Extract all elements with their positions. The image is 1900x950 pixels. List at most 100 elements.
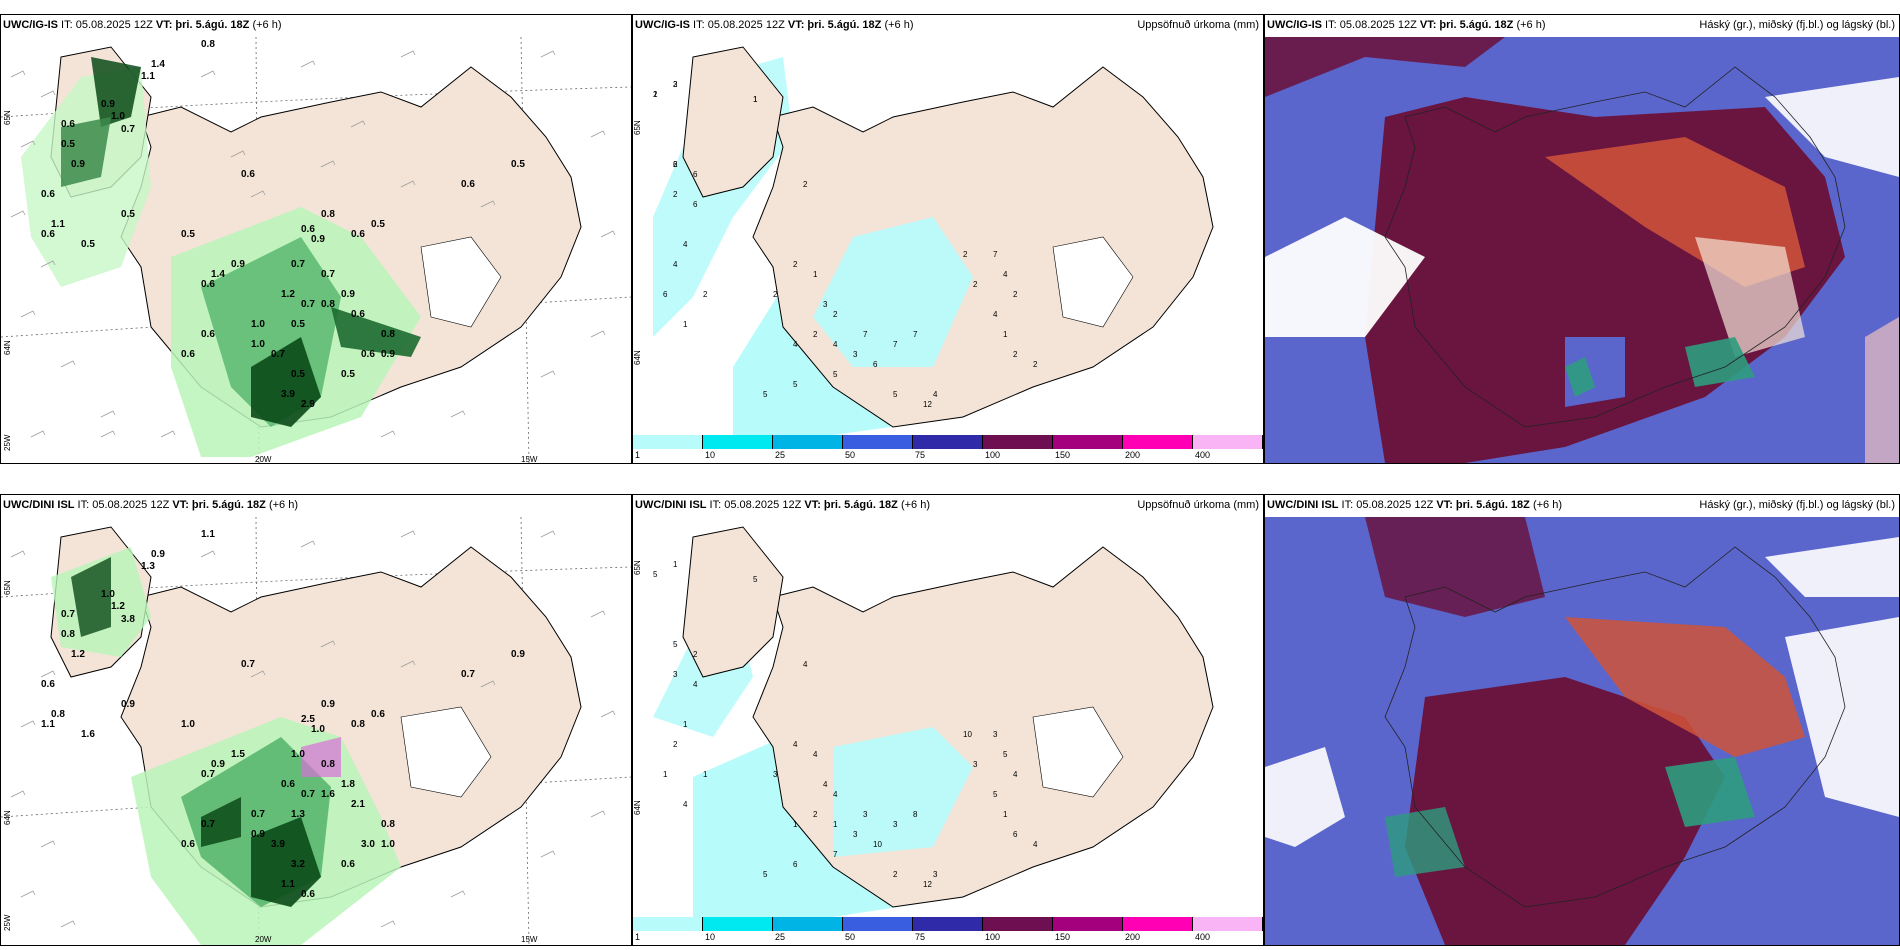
- value-label: 4: [793, 740, 798, 749]
- value-label: 1: [1003, 330, 1008, 339]
- value-label: 2: [813, 330, 818, 339]
- value-label: 0.6: [201, 329, 215, 340]
- value-label: 3: [673, 670, 678, 679]
- value-label: 1.5: [231, 749, 245, 760]
- value-label: 4: [793, 340, 798, 349]
- value-label: 0.7: [241, 659, 255, 670]
- value-label: 2: [773, 290, 778, 299]
- value-label: 1.0: [291, 749, 305, 760]
- value-label: 7: [993, 250, 998, 259]
- value-label: 0.5: [371, 219, 385, 230]
- value-label: 4: [1033, 840, 1038, 849]
- value-label: 10: [873, 840, 882, 849]
- colorbar-cell: [1053, 435, 1123, 449]
- value-label: 5: [653, 570, 658, 579]
- value-label: 4: [683, 800, 688, 809]
- lead-time: (+6 h): [265, 499, 298, 511]
- value-label: 1.0: [381, 839, 395, 850]
- value-label: 5: [893, 390, 898, 399]
- value-label: 5: [793, 380, 798, 389]
- value-label: 5: [763, 870, 768, 879]
- colorbar-cell: [843, 435, 913, 449]
- model-name: UWC/DINI ISL: [1267, 499, 1339, 511]
- panel-top-right: UWC/IG-IS IT: 05.08.2025 12Z VT: þri. 5.…: [1264, 14, 1900, 464]
- lat-label: 64N: [633, 350, 642, 365]
- value-label: 0.7: [321, 269, 335, 280]
- lat-label: 64N: [3, 810, 12, 825]
- value-label: 6: [793, 860, 798, 869]
- value-label: 0.9: [511, 649, 525, 660]
- value-label: 0.6: [241, 169, 255, 180]
- value-label: 0.5: [511, 159, 525, 170]
- valid-time: VT: þri. 5.ágú. 18Z: [787, 19, 882, 31]
- lat-label: 65N: [3, 110, 12, 125]
- value-label: 2: [673, 190, 678, 199]
- value-label: 1: [663, 770, 668, 779]
- init-time: IT: 05.08.2025 12Z: [690, 19, 788, 31]
- value-label: 3.8: [121, 614, 135, 625]
- value-label: 1.3: [291, 809, 305, 820]
- value-label: 1: [683, 320, 688, 329]
- value-label: 1.0: [111, 111, 125, 122]
- colorbar-cell: [703, 917, 773, 931]
- value-label: 0.5: [81, 239, 95, 250]
- value-label: 2: [893, 870, 898, 879]
- value-label: 1.0: [251, 339, 265, 350]
- value-label: 7: [913, 330, 918, 339]
- value-label: 1.2: [71, 649, 85, 660]
- value-label: 0.6: [281, 779, 295, 790]
- colorbar-label: 1: [635, 932, 641, 942]
- value-label: 3.0: [361, 839, 375, 850]
- value-label: 0.9: [71, 159, 85, 170]
- colorbar-cell: [983, 917, 1053, 931]
- lon-label: 15W: [521, 455, 538, 464]
- value-label: 0.9: [381, 349, 395, 360]
- value-label: 2: [973, 280, 978, 289]
- value-label: 3.2: [291, 859, 305, 870]
- colorbar-cell: [843, 917, 913, 931]
- lead-time: (+6 h): [249, 19, 282, 31]
- value-label: 2: [673, 740, 678, 749]
- value-label: 0.6: [371, 709, 385, 720]
- value-label: 1: [653, 90, 658, 99]
- value-label: 0.7: [61, 609, 75, 620]
- value-label: 0.7: [291, 259, 305, 270]
- init-time: IT: 05.08.2025 12Z: [1338, 499, 1437, 511]
- value-label: 0.8: [381, 819, 395, 830]
- colorbar-cell: [633, 917, 703, 931]
- colorbar-cell: [913, 435, 983, 449]
- value-label: 0.8: [321, 209, 335, 220]
- value-label: 5: [993, 790, 998, 799]
- value-label: 1.1: [41, 719, 55, 730]
- value-label: 0.7: [301, 789, 315, 800]
- value-label: 1.4: [151, 59, 165, 70]
- value-label: 0.8: [201, 39, 215, 50]
- value-label: 3: [993, 730, 998, 739]
- value-label: 4: [823, 780, 828, 789]
- value-label: 6: [693, 170, 698, 179]
- value-label: 1.0: [251, 319, 265, 330]
- cloud-cover-map: [1265, 517, 1899, 945]
- field-title: Háský (gr.), miðský (fj.bl.) og lágský (…: [1699, 499, 1895, 511]
- value-label: 1.6: [321, 789, 335, 800]
- value-label: 12: [923, 400, 932, 409]
- value-label: 2: [673, 80, 678, 89]
- model-name: UWC/IG-IS: [1267, 19, 1322, 31]
- model-name: UWC/IG-IS: [635, 19, 690, 31]
- value-label: 0.8: [351, 719, 365, 730]
- value-label: 6: [663, 290, 668, 299]
- colorbar-label: 200: [1125, 450, 1141, 460]
- init-time: IT: 05.08.2025 12Z: [706, 499, 805, 511]
- value-label: 0.9: [341, 289, 355, 300]
- colorbar-label: 150: [1055, 932, 1071, 942]
- value-label: 1.6: [81, 729, 95, 740]
- precip-colorbar: 1 10 25 50 75 100 150 200 400: [633, 917, 1263, 945]
- value-label: 0.7: [301, 299, 315, 310]
- colorbar-cell: [773, 435, 843, 449]
- value-label: 0.6: [201, 279, 215, 290]
- value-label: 3: [863, 810, 868, 819]
- value-label: 0.7: [201, 819, 215, 830]
- panel-bottom-left: UWC/DINI ISL IT: 05.08.2025 12Z VT: þri.…: [0, 494, 632, 946]
- lon-label: 20W: [255, 455, 272, 464]
- valid-time: VT: þri. 5.ágú. 18Z: [172, 499, 266, 511]
